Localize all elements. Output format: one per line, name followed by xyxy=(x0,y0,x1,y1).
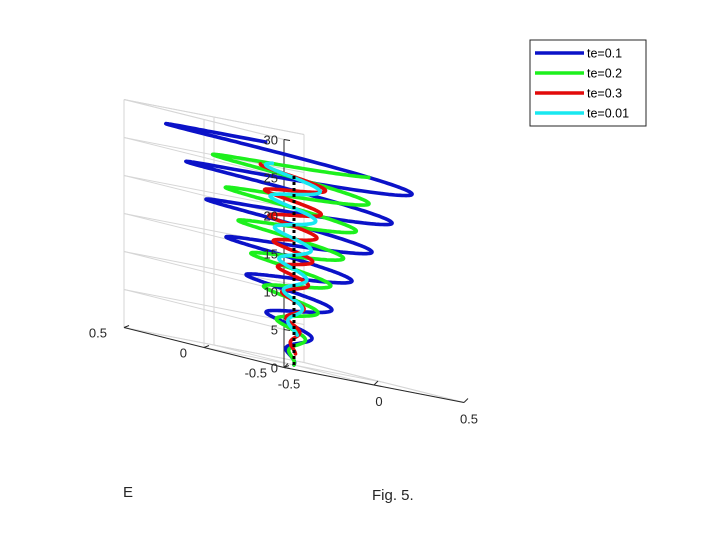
left-wall-grid-line xyxy=(123,289,285,330)
z-tick-label: 25 xyxy=(264,171,278,186)
x-tick-label: -0.5 xyxy=(278,377,300,392)
z-tick-label: 0 xyxy=(271,361,278,376)
back-wall-grid-line xyxy=(123,251,305,287)
y-tick xyxy=(123,325,130,328)
legend-label: te=0.3 xyxy=(587,87,622,101)
box-edge xyxy=(123,99,285,140)
figure-caption: Fig. 5. xyxy=(372,487,414,504)
z-tick-label: 30 xyxy=(264,133,278,148)
back-wall-grid-line xyxy=(123,327,305,363)
helix-te-0-01 xyxy=(263,161,322,337)
z-tick xyxy=(283,329,291,331)
left-wall-grid-line xyxy=(123,137,285,178)
y-axis-label: E xyxy=(123,484,133,501)
y-tick xyxy=(203,345,210,348)
z-tick-label: 15 xyxy=(264,247,278,262)
x-tick xyxy=(373,380,379,386)
left-wall-grid-line xyxy=(123,175,285,216)
back-wall-grid-line xyxy=(123,175,305,211)
z-tick xyxy=(283,139,291,141)
curves xyxy=(164,121,414,367)
y-tick-label: 0 xyxy=(180,346,187,361)
x-tick-label: 0 xyxy=(375,394,382,409)
helix-te-0-2 xyxy=(210,152,371,367)
y-tick-label: 0.5 xyxy=(89,326,107,341)
x-tick xyxy=(463,398,469,403)
legend-label: te=0.01 xyxy=(587,107,629,121)
z-tick xyxy=(283,367,291,369)
z-tick-label: 5 xyxy=(271,323,278,338)
legend-label: te=0.2 xyxy=(587,67,622,81)
box-edge xyxy=(303,362,465,403)
left-wall-grid-line xyxy=(123,251,285,292)
y-tick-label: -0.5 xyxy=(245,366,267,381)
z-tick-label: 20 xyxy=(264,209,278,224)
legend-label: te=0.1 xyxy=(587,47,622,61)
box-edge xyxy=(123,99,305,135)
grid-lines xyxy=(123,99,465,403)
z-tick-label: 10 xyxy=(264,285,278,300)
x-tick-label: 0.5 xyxy=(460,412,478,427)
legend: te=0.1 te=0.2 te=0.3 te=0.01 xyxy=(529,39,647,127)
